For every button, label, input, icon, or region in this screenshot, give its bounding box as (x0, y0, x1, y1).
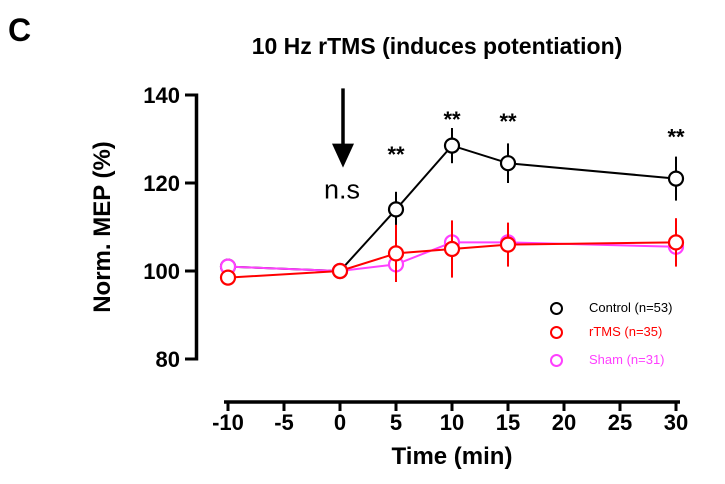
rtms-circle-marker-icon (550, 325, 563, 339)
svg-text:-5: -5 (274, 410, 294, 435)
legend-label-control: Control (n=53) (589, 300, 673, 315)
legend-item-rtms: rTMS (n=35) (550, 323, 672, 341)
control-circle-marker-icon (550, 301, 563, 315)
x-axis-label: Time (min) (391, 443, 513, 470)
svg-text:25: 25 (608, 410, 632, 435)
significance-marker: ** (499, 109, 517, 134)
svg-text:30: 30 (664, 410, 688, 435)
chart-title: 10 Hz rTMS (induces potentiation) (251, 33, 623, 59)
svg-text:-10: -10 (212, 410, 244, 435)
svg-text:120: 120 (143, 171, 180, 196)
svg-text:100: 100 (143, 259, 180, 284)
significance-marker: ** (667, 125, 685, 150)
svg-text:15: 15 (496, 410, 520, 435)
legend-item-sham: Sham (n=31) (550, 351, 672, 369)
legend-label-sham: Sham (n=31) (589, 352, 665, 367)
svg-text:80: 80 (156, 347, 180, 372)
svg-text:140: 140 (143, 83, 180, 108)
svg-text:5: 5 (390, 410, 402, 435)
svg-text:10: 10 (440, 410, 464, 435)
legend-label-rtms: rTMS (n=35) (589, 324, 663, 339)
legend-item-control: Control (n=53) (550, 299, 672, 317)
svg-text:0: 0 (334, 410, 346, 435)
legend: Control (n=53) rTMS (n=35) Sham (n=31) (550, 299, 672, 369)
panel-label: C (8, 12, 32, 48)
sham-circle-marker-icon (550, 353, 563, 367)
significance-marker: ** (387, 142, 405, 167)
svg-text:20: 20 (552, 410, 576, 435)
ns-annotation: n.s (324, 175, 360, 205)
significance-marker: ** (443, 107, 461, 132)
